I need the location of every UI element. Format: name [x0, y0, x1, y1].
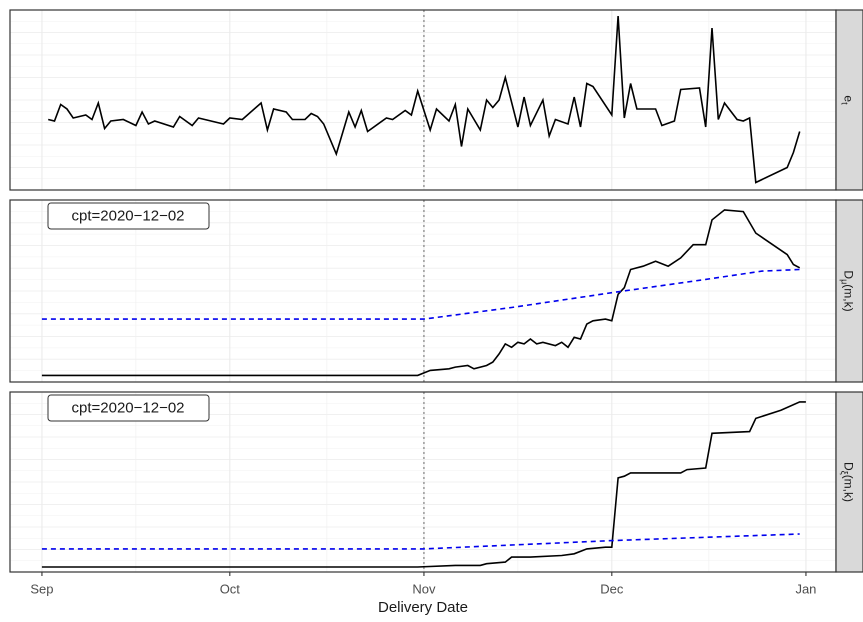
strip-label-main: D — [841, 462, 855, 471]
x-tick-label: Jan — [795, 581, 816, 596]
x-tick-label: Oct — [220, 581, 241, 596]
strip-label-sub: t — [839, 102, 849, 105]
data-line — [41, 401, 806, 568]
annotation-box — [47, 394, 210, 422]
strip-label-sub: μ — [839, 279, 849, 284]
data-line — [48, 15, 801, 184]
annotation-box — [47, 202, 210, 230]
strip-label: Dμ(m,k) — [839, 270, 855, 311]
strip-label-sub: ξ — [839, 471, 849, 475]
strip-label-main: e — [841, 95, 855, 102]
annotation: cpt=2020−12−02 — [71, 399, 184, 416]
strip-label: et — [839, 95, 855, 105]
x-axis-title: Delivery Date — [378, 599, 468, 616]
strip-label-rest: (m,k) — [841, 475, 855, 502]
data-line — [41, 209, 801, 377]
strip-label: Dξ(m,k) — [839, 462, 855, 502]
strip-label-rest: (m,k) — [841, 284, 855, 311]
data-line — [41, 268, 800, 320]
x-tick-label: Dec — [600, 581, 624, 596]
strip-label-main: D — [841, 270, 855, 279]
strip-background — [835, 391, 863, 573]
data-line — [41, 533, 800, 550]
x-tick-label: Sep — [30, 581, 53, 596]
annotation: cpt=2020−12−02 — [71, 207, 184, 224]
strip-background — [835, 199, 863, 383]
x-tick-label: Nov — [412, 581, 436, 596]
strip-background — [835, 9, 863, 191]
